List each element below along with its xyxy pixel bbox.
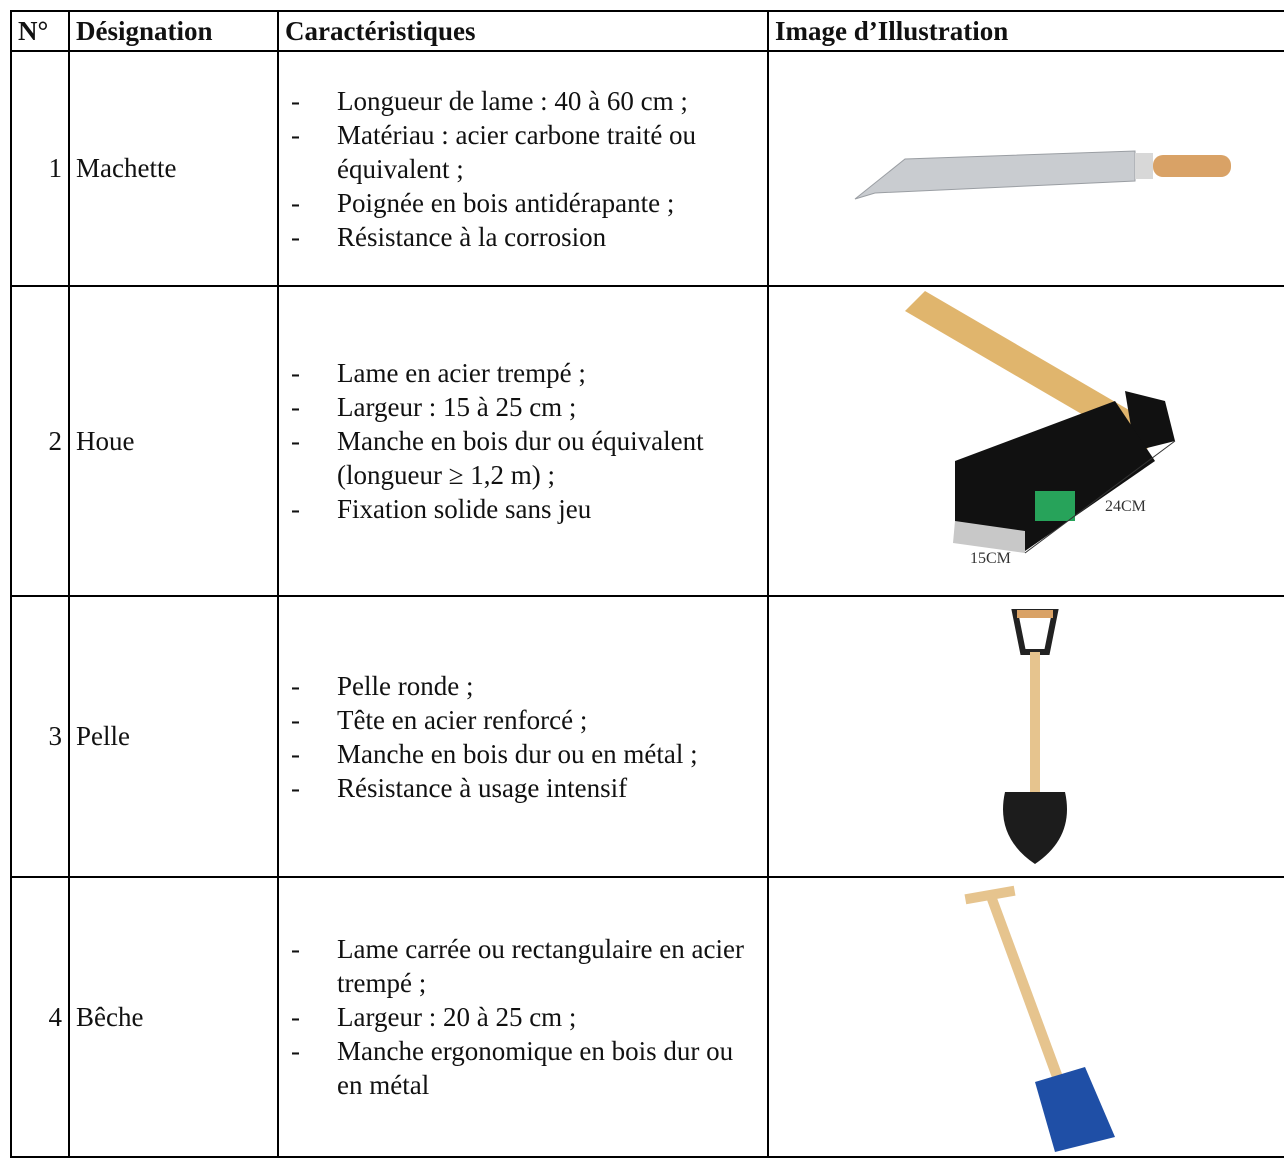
column-header: Désignation <box>68 10 279 52</box>
machete-image <box>854 149 1231 199</box>
characteristic: Pelle ronde ; <box>291 669 761 703</box>
hoe-image: 24CM 15CM <box>904 291 1175 567</box>
column-header: Caractéristiques <box>277 10 769 52</box>
dimension-label: 24CM <box>1105 498 1146 515</box>
illustration: 24CM 15CM <box>767 285 1284 597</box>
illustration <box>767 50 1284 287</box>
characteristics-list: Longueur de lame : 40 à 60 cm ;Matériau … <box>285 84 761 254</box>
characteristics: Lame carrée ou rectangulaire en acier tr… <box>277 876 769 1158</box>
table-row: 4BêcheLame carrée ou rectangulaire en ac… <box>10 876 1284 1158</box>
designation: Bêche <box>68 876 279 1158</box>
characteristic: Largeur : 15 à 25 cm ; <box>291 390 761 424</box>
table-row: 1MachetteLongueur de lame : 40 à 60 cm ;… <box>10 50 1284 287</box>
illustration <box>767 876 1284 1158</box>
row-number: 3 <box>10 595 70 878</box>
characteristic: Résistance à usage intensif <box>291 771 761 805</box>
column-header: Image d’Illustration <box>767 10 1284 52</box>
characteristics: Pelle ronde ;Tête en acier renforcé ;Man… <box>277 595 769 878</box>
characteristics: Lame en acier trempé ;Largeur : 15 à 25 … <box>277 285 769 597</box>
characteristics-list: Pelle ronde ;Tête en acier renforcé ;Man… <box>285 669 761 805</box>
characteristic: Largeur : 20 à 25 cm ; <box>291 1000 761 1034</box>
characteristic: Manche en bois dur ou équivalent (longue… <box>291 424 761 492</box>
characteristic: Manche en bois dur ou en métal ; <box>291 737 761 771</box>
designation: Machette <box>68 50 279 287</box>
spade-image <box>964 885 1115 1152</box>
characteristic: Résistance à la corrosion <box>291 220 761 254</box>
illustration <box>767 595 1284 878</box>
characteristics-list: Lame en acier trempé ;Largeur : 15 à 25 … <box>285 356 761 526</box>
row-number: 4 <box>10 876 70 1158</box>
characteristic: Fixation solide sans jeu <box>291 492 761 526</box>
table-row: 2HoueLame en acier trempé ;Largeur : 15 … <box>10 285 1284 597</box>
designation: Houe <box>68 285 279 597</box>
equipment-table: N° Désignation Caractéristiques Image d’Ill… <box>10 10 1284 1158</box>
row-number: 1 <box>10 50 70 287</box>
characteristic: Manche ergonomique en bois dur ou en mét… <box>291 1034 761 1102</box>
characteristic: Poignée en bois antidérapante ; <box>291 186 761 220</box>
characteristic: Tête en acier renforcé ; <box>291 703 761 737</box>
header-row: N° Désignation Caractéristiques Image d’Ill… <box>10 10 1284 52</box>
row-number: 2 <box>10 285 70 597</box>
designation: Pelle <box>68 595 279 878</box>
column-header: N° <box>10 10 70 52</box>
characteristic: Longueur de lame : 40 à 60 cm ; <box>291 84 761 118</box>
characteristic: Lame carrée ou rectangulaire en acier tr… <box>291 932 761 1000</box>
dimension-label: 15CM <box>970 550 1011 567</box>
characteristics-list: Lame carrée ou rectangulaire en acier tr… <box>285 932 761 1102</box>
table-row: 3PellePelle ronde ;Tête en acier renforc… <box>10 595 1284 878</box>
shovel-image <box>1002 608 1067 864</box>
characteristic: Matériau : acier carbone traité ou équiv… <box>291 118 761 186</box>
characteristic: Lame en acier trempé ; <box>291 356 761 390</box>
characteristics: Longueur de lame : 40 à 60 cm ;Matériau … <box>277 50 769 287</box>
